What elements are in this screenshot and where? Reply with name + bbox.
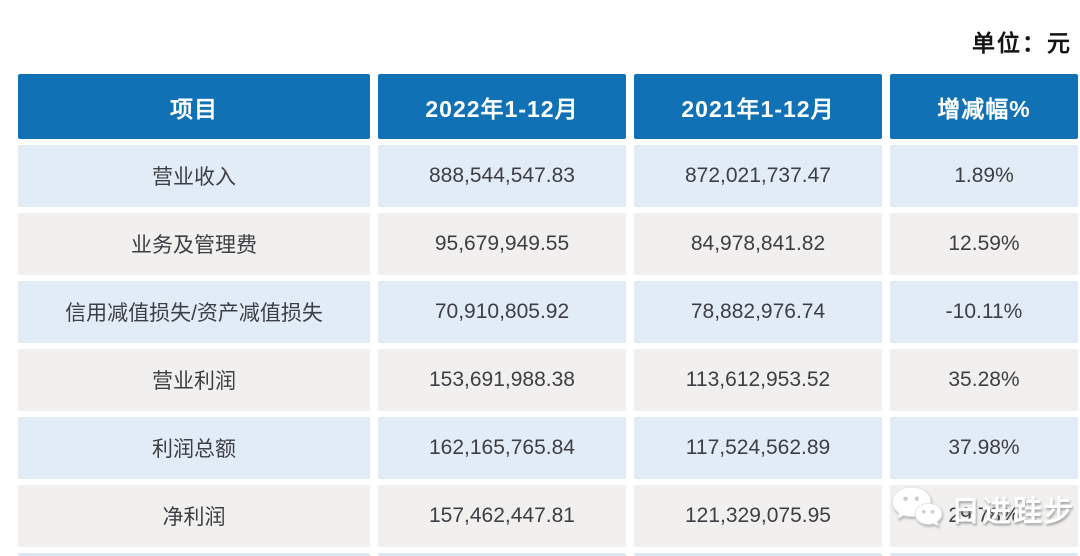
cell-2022: 162,165,765.84: [378, 417, 626, 479]
cell-change: 35.28%: [890, 349, 1078, 411]
cell-item: 净利润: [18, 485, 370, 547]
cell-2022: 157,462,447.81: [378, 485, 626, 547]
cell-2022: 888,544,547.83: [378, 145, 626, 207]
cell-item: 营业收入: [18, 145, 370, 207]
column-header-change: 增减幅%: [890, 74, 1078, 139]
cell-2021: 872,021,737.47: [634, 145, 882, 207]
cell-change: 1.89%: [890, 145, 1078, 207]
cell-change: -10.11%: [890, 281, 1078, 343]
cell-item: 营业利润: [18, 349, 370, 411]
cell-2022: 95,679,949.55: [378, 213, 626, 275]
cell-2021: 84,978,841.82: [634, 213, 882, 275]
unit-label: 单位：元: [972, 30, 1072, 56]
column-header-2022: 2022年1-12月: [378, 74, 626, 139]
cell-change: 29.78%: [890, 485, 1078, 547]
column-header-2021: 2021年1-12月: [634, 74, 882, 139]
financial-table: 项目 2022年1-12月 2021年1-12月 增减幅% 营业收入 888,5…: [18, 74, 1078, 556]
cell-2021: 121,329,075.95: [634, 485, 882, 547]
cell-item: 利润总额: [18, 417, 370, 479]
cell-item: 业务及管理费: [18, 213, 370, 275]
cell-2022: 70,910,805.92: [378, 281, 626, 343]
cell-change: 12.59%: [890, 213, 1078, 275]
cell-2022: 153,691,988.38: [378, 349, 626, 411]
partial-row-cell: [890, 553, 1078, 556]
cell-item: 信用减值损失/资产减值损失: [18, 281, 370, 343]
cell-2021: 117,524,562.89: [634, 417, 882, 479]
cell-2021: 78,882,976.74: [634, 281, 882, 343]
column-header-item: 项目: [18, 74, 370, 139]
partial-row-cell: [18, 553, 370, 556]
cell-change: 37.98%: [890, 417, 1078, 479]
partial-row-cell: [378, 553, 626, 556]
cell-2021: 113,612,953.52: [634, 349, 882, 411]
partial-row-cell: [634, 553, 882, 556]
